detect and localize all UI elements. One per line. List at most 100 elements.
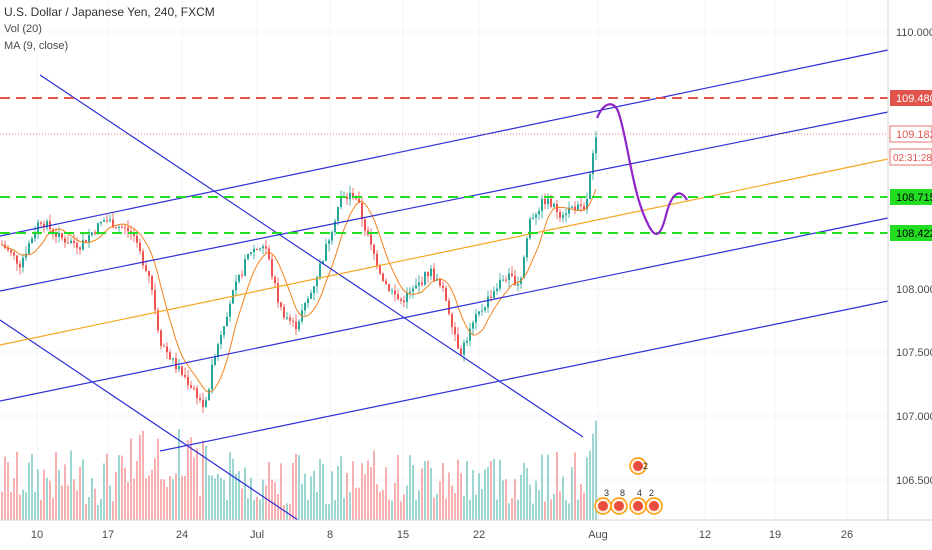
volume-bar <box>505 479 507 520</box>
candle-body <box>559 211 561 218</box>
candle-body <box>55 233 57 237</box>
candle-body <box>316 277 318 287</box>
candle-body <box>298 321 300 330</box>
candle-body <box>262 246 264 249</box>
candle-body <box>283 307 285 318</box>
channel-upper-line[interactable] <box>0 49 889 237</box>
candle-body <box>214 357 216 365</box>
trend-channels[interactable] <box>0 49 889 521</box>
candle-body <box>244 259 246 276</box>
candle-body <box>292 320 294 322</box>
event-badge-flag-3[interactable]: 8 <box>610 488 628 515</box>
median-line[interactable] <box>0 158 889 346</box>
candle-body <box>361 203 363 220</box>
volume-bar <box>265 485 267 520</box>
candle-body <box>133 234 135 236</box>
volume-bar <box>154 458 156 520</box>
candle-body <box>127 227 129 232</box>
volume-bars <box>1 420 597 520</box>
candle-body <box>253 248 255 253</box>
event-badge-flag-5[interactable]: 2 <box>645 488 663 515</box>
candle-body <box>10 249 12 253</box>
volume-bar <box>400 501 402 520</box>
candle-body <box>568 207 570 214</box>
candle-body <box>40 222 42 224</box>
downtrend-line-lower[interactable] <box>0 319 299 521</box>
volume-bar <box>235 473 237 520</box>
candle-body <box>454 327 456 335</box>
volume-bar <box>148 475 150 520</box>
price-axis[interactable] <box>888 0 932 550</box>
candle-body <box>382 273 384 281</box>
volume-bar <box>379 491 381 520</box>
candle-body <box>166 346 168 353</box>
volume-bar <box>103 463 105 520</box>
candle-body <box>190 385 192 388</box>
volume-bar <box>85 503 87 520</box>
volume-bar <box>40 500 42 520</box>
channel-lower-line[interactable] <box>159 300 889 452</box>
candle-body <box>154 290 156 311</box>
time-axis[interactable] <box>0 520 932 550</box>
volume-bar <box>433 497 435 520</box>
svg-text:109.480: 109.480 <box>896 93 932 105</box>
volume-bar <box>244 467 246 520</box>
channel-upper-mid-line[interactable] <box>0 111 889 292</box>
candle-body <box>199 398 201 400</box>
volume-bar <box>310 476 312 520</box>
volume-bar <box>406 485 408 520</box>
downtrend-line-upper[interactable] <box>39 74 584 438</box>
plot-area[interactable] <box>0 0 888 520</box>
candle-body <box>241 274 243 276</box>
candle-body <box>82 239 84 250</box>
candle-body <box>256 248 258 250</box>
price-label-109480: 109.480 <box>890 90 932 106</box>
volume-bar <box>217 473 219 520</box>
candle-body <box>310 292 312 299</box>
candle-body <box>499 279 501 289</box>
volume-bar <box>397 454 399 520</box>
candle-body <box>430 268 432 277</box>
time-tick-labels: 10 17 24 Jul 8 15 22 Aug 12 19 26 <box>31 529 853 541</box>
candle-body <box>286 317 288 319</box>
candle-body <box>265 246 267 249</box>
candle-body <box>526 238 528 258</box>
candle-body <box>490 296 492 298</box>
volume-bar <box>403 494 405 520</box>
projection-path[interactable] <box>595 103 688 235</box>
volume-bar <box>4 456 6 520</box>
volume-bar <box>274 481 276 520</box>
svg-text:02:31:28: 02:31:28 <box>893 153 932 164</box>
event-badge-flag-1[interactable]: 2 <box>629 457 648 475</box>
volume-bar <box>529 484 531 520</box>
candle-body <box>592 153 594 174</box>
volume-bar <box>391 500 393 520</box>
candle-body <box>319 263 321 278</box>
volume-bar <box>595 420 597 520</box>
candle-body <box>349 193 351 199</box>
volume-bar <box>112 501 114 520</box>
volume-bar <box>460 473 462 520</box>
volume-bar <box>304 473 306 520</box>
volume-bar <box>106 453 108 520</box>
volume-bar <box>82 459 84 520</box>
candle-body <box>226 316 228 327</box>
event-badges[interactable]: 2 3 8 4 2 <box>594 457 663 515</box>
volume-bar <box>181 475 183 520</box>
candle-body <box>415 285 417 289</box>
candle-body <box>418 282 420 286</box>
volume-bar <box>562 476 564 520</box>
volume-bar <box>13 478 15 520</box>
volume-bar <box>268 462 270 520</box>
volume-bar <box>346 472 348 520</box>
volume-bar <box>100 499 102 520</box>
candle-body <box>184 374 186 378</box>
candle-body <box>394 290 396 295</box>
candle-body <box>187 377 189 386</box>
symbol-title: U.S. Dollar / Japanese Yen, 240, FXCM <box>4 5 215 19</box>
candle-body <box>325 243 327 261</box>
candle-body <box>322 260 324 264</box>
channel-lower-mid-line[interactable] <box>0 217 889 402</box>
volume-bar <box>223 479 225 520</box>
